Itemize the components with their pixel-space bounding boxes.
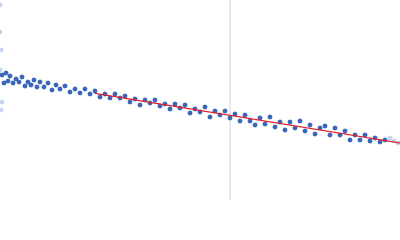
data-point [172,101,178,107]
data-point [122,93,128,99]
data-point [16,79,22,85]
data-point [72,86,78,92]
data-point [347,137,353,143]
data-point [1,80,7,86]
data-point [227,115,233,121]
data-point [127,99,133,105]
data-point [107,95,113,101]
data-point [0,29,3,35]
data-point [182,102,188,108]
data-point [137,102,143,108]
data-point [112,91,118,97]
data-point [22,83,28,89]
data-point [82,86,88,92]
data-point [41,84,47,90]
fit-line [94,92,400,144]
data-point [45,80,51,86]
data-point [202,104,208,110]
data-point [377,139,383,145]
chart [0,0,400,200]
data-point [19,74,25,80]
data-point [247,118,253,124]
data-point [387,135,393,141]
data-point [262,121,268,127]
data-point [0,107,4,113]
data-point [282,127,288,133]
data-point [357,137,363,143]
data-point [272,124,278,130]
data-point [242,112,248,118]
data-point [152,97,158,103]
data-point [222,108,228,114]
data-point [3,70,9,76]
data-point [232,111,238,117]
data-point [49,87,55,93]
data-point [53,82,59,88]
data-point [252,122,258,128]
data-point [257,115,263,121]
data-point [237,118,243,124]
data-point [292,125,298,131]
data-point [0,99,5,105]
data-point [28,82,34,88]
data-point [0,72,5,78]
data-point [157,103,163,109]
data-point [327,132,333,138]
data-point [62,83,68,89]
data-point [332,125,338,131]
data-point [92,88,98,94]
data-point [297,118,303,124]
data-point [34,84,40,90]
data-point [267,114,273,120]
data-point [37,79,43,85]
data-point [97,94,103,100]
data-point [7,73,13,79]
data-point [57,86,63,92]
data-point [13,76,19,82]
data-point [312,131,318,137]
data-point [322,123,328,129]
data-point [77,90,83,96]
data-point [0,2,3,8]
data-point [10,80,16,86]
data-point [25,79,31,85]
data-point [167,106,173,112]
data-point [362,132,368,138]
data-point [302,128,308,134]
data-point [87,91,93,97]
data-point [187,110,193,116]
data-point [31,77,37,83]
data-point [0,67,3,73]
data-point [5,78,11,84]
data-point [0,47,4,53]
data-point [342,128,348,134]
data-point [367,138,373,144]
data-point [287,119,293,125]
data-point [207,114,213,120]
data-point [307,122,313,128]
data-point [67,89,73,95]
